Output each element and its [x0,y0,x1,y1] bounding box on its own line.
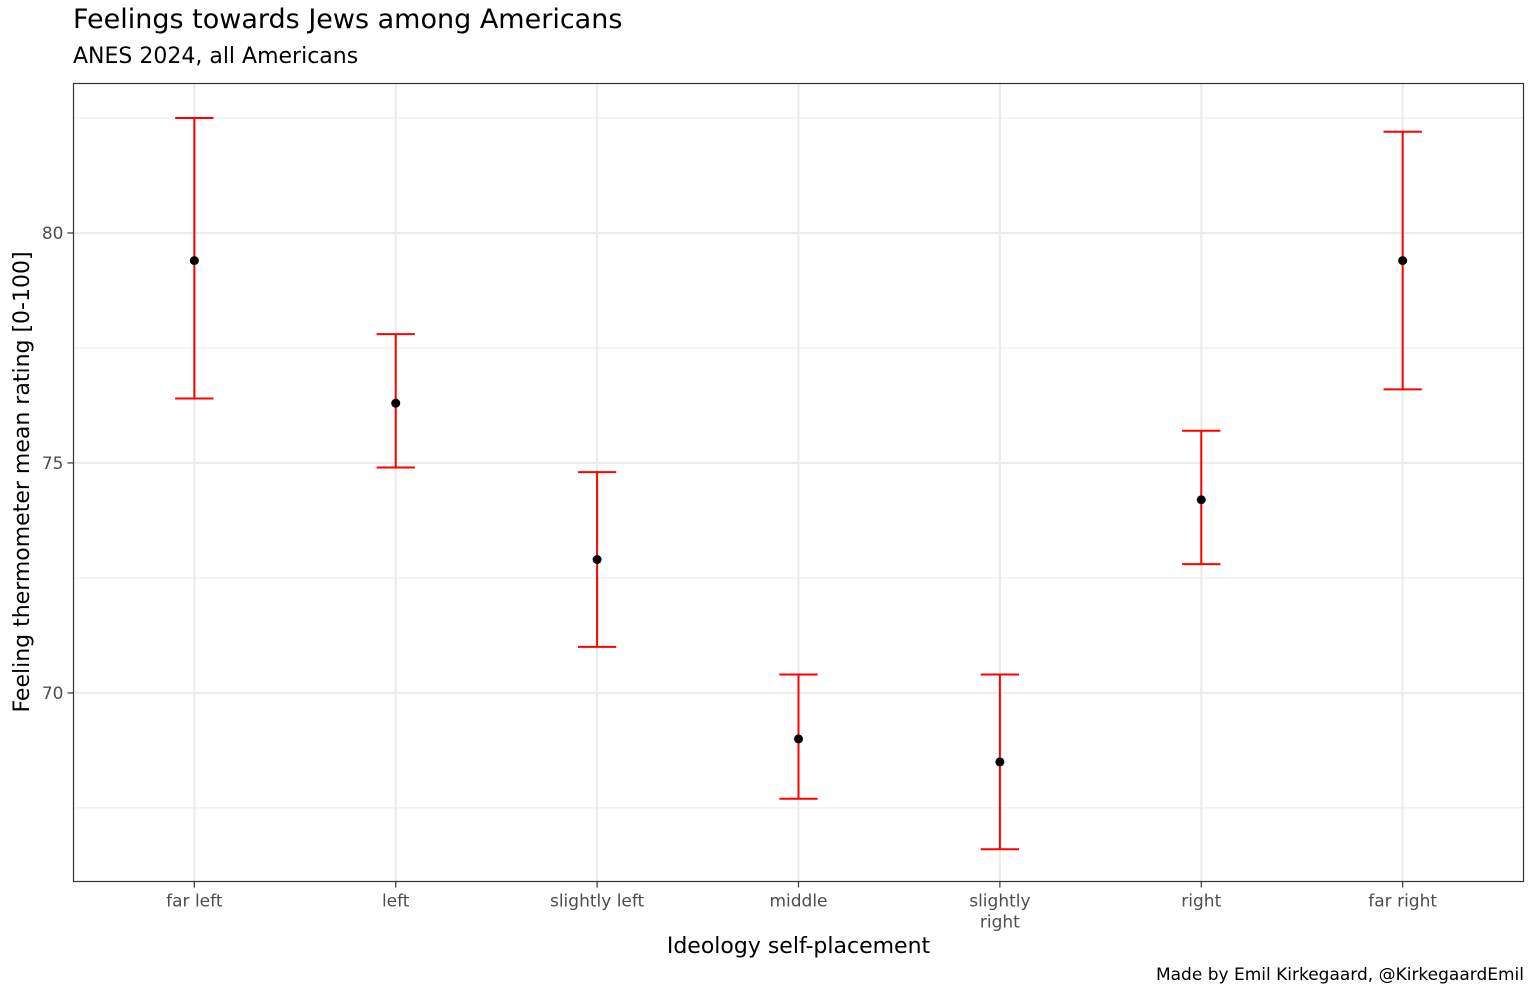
y-axis: 70 75 80 [42,224,74,704]
x-tick-label: far left [166,892,223,912]
x-tick-label: left [382,892,410,912]
x-tick-label: slightly right [969,892,1030,933]
mean-point [189,256,199,266]
y-tick-label: 80 [42,224,64,244]
chart-title: Feelings towards Jews among Americans [73,4,623,35]
y-tick-label: 75 [42,454,64,474]
x-axis-title: Ideology self-placement [667,934,931,959]
mean-point [391,398,401,408]
mean-points [189,256,1408,767]
x-tick-label: far right [1368,892,1437,912]
chart-subtitle: ANES 2024, all Americans [73,44,359,69]
mean-point [1398,256,1408,266]
y-axis-title: Feeling thermometer mean rating [0-100] [10,251,35,712]
x-tick-label: middle [769,892,827,912]
x-axis: far left left slightly left middle slightly r… [166,881,1437,933]
mean-point [1196,495,1206,505]
mean-point [794,734,803,744]
x-tick-label: right [1181,892,1221,912]
caption: Made by Emil Kirkegaard, @KirkegaardEmil [1155,965,1524,985]
grid-lines [73,83,1524,882]
y-tick-label: 70 [42,684,64,704]
mean-point [592,555,602,565]
x-tick-label: slightly left [550,892,645,912]
mean-point [995,757,1005,767]
error-bars [175,116,1422,851]
